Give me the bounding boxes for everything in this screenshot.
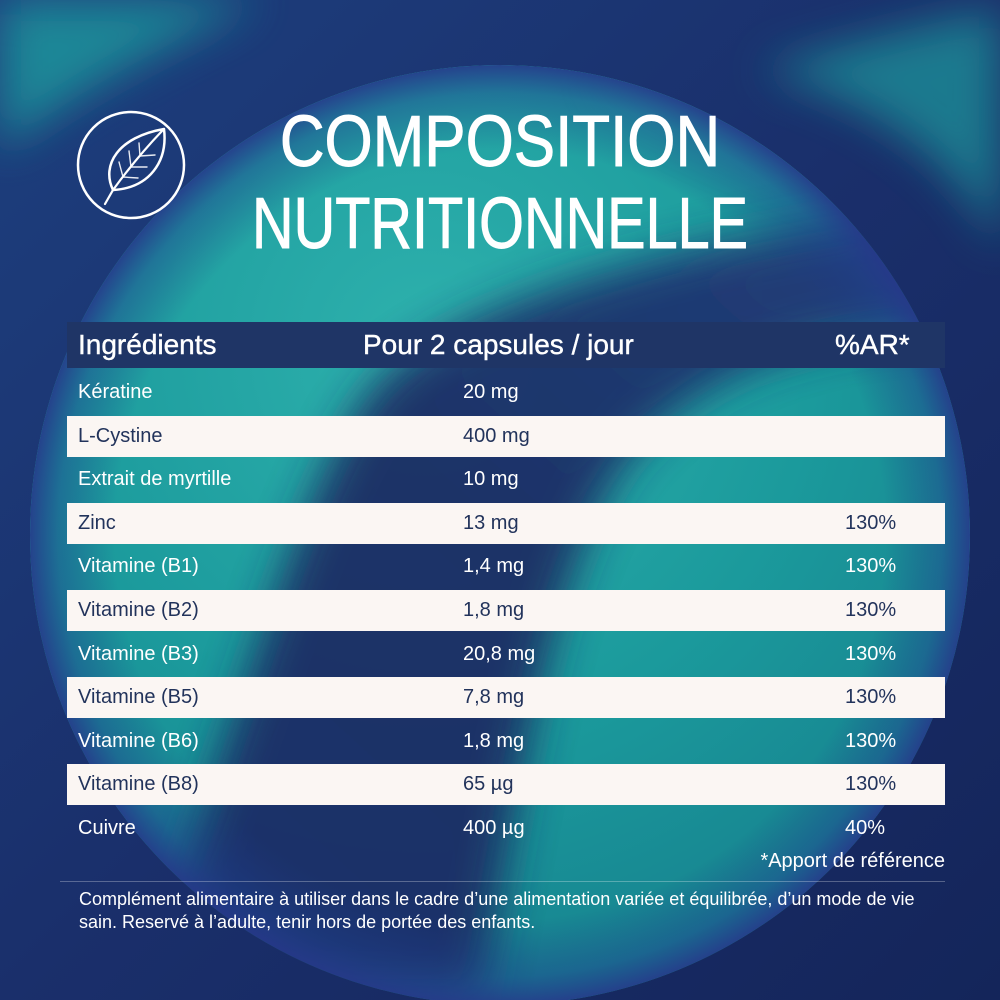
amount-per-day: 10 mg: [463, 468, 519, 491]
amount-per-day: 1,8 mg: [463, 729, 525, 752]
table-header: Ingrédients Pour 2 capsules / jour %AR*: [67, 322, 945, 368]
ingredient-name: Vitamine (B2): [78, 598, 199, 621]
ingredient-name: Vitamine (B8): [78, 773, 199, 796]
reference-intake-percent: 130%: [845, 686, 897, 709]
table-row: Vitamine (B2) 1,8 mg 130%: [67, 589, 945, 631]
title-text: NUTRITIONNELLE: [251, 184, 749, 264]
amount-per-day: 65 µg: [463, 773, 514, 796]
disclaimer-text: Complément alimentaire à utiliser dans l…: [79, 889, 915, 932]
amount-per-day: 20,8 mg: [463, 642, 536, 665]
ingredient-name: Vitamine (B1): [78, 555, 199, 578]
column-header-amount: Pour 2 capsules / jour: [363, 329, 634, 360]
reference-intake-percent: 130%: [845, 729, 897, 752]
amount-per-day: 7,8 mg: [463, 686, 525, 709]
ingredient-name: Extrait de myrtille: [78, 468, 232, 491]
ingredient-name: Kératine: [78, 381, 153, 403]
ingredient-name: Vitamine (B6): [78, 729, 199, 752]
column-header-reference-intake: %AR*: [835, 329, 910, 360]
amount-per-day: 400 µg: [463, 816, 525, 839]
table-row: Cuivre 400 µg 40%: [67, 808, 945, 849]
page-title-line-1: COMPOSITION: [0, 102, 1000, 182]
leaf-icon: [76, 110, 186, 220]
reference-intake-percent: 130%: [845, 555, 897, 578]
table-row: Vitamine (B1) 1,4 mg 130%: [67, 546, 945, 587]
table-row: Vitamine (B8) 65 µg 130%: [67, 764, 945, 806]
amount-per-day: 13 mg: [463, 511, 519, 534]
table-row: Vitamine (B6) 1,8 mg 130%: [67, 721, 945, 762]
table-row: Vitamine (B5) 7,8 mg 130%: [67, 677, 945, 719]
table-row: Vitamine (B3) 20,8 mg 130%: [67, 634, 945, 675]
ingredient-name: Zinc: [78, 511, 116, 534]
ingredient-name: Cuivre: [78, 816, 136, 839]
reference-intake-percent: 130%: [845, 598, 897, 621]
table-body: Kératine 20 mg L-Cystine 400 mg Extrait …: [67, 372, 945, 852]
reference-intake-percent: 40%: [845, 816, 886, 839]
ingredient-name: Vitamine (B5): [78, 686, 199, 709]
table-row: Kératine 20 mg: [67, 372, 945, 413]
title-text: COMPOSITION: [279, 102, 721, 182]
divider: [60, 881, 945, 882]
ingredient-name: L-Cystine: [78, 424, 163, 447]
page-title-line-2: NUTRITIONNELLE: [0, 184, 1000, 264]
ingredient-name: Vitamine (B3): [78, 642, 199, 665]
table-row: Extrait de myrtille 10 mg: [67, 459, 945, 500]
reference-intake-percent: 130%: [845, 773, 897, 796]
reference-intake-footnote: *Apport de référence: [760, 850, 945, 872]
amount-per-day: 20 mg: [463, 381, 519, 403]
table-row: Zinc 13 mg 130%: [67, 502, 945, 544]
amount-per-day: 1,4 mg: [463, 555, 525, 578]
reference-intake-percent: 130%: [845, 642, 897, 665]
nutrition-table: Ingrédients Pour 2 capsules / jour %AR* …: [67, 322, 945, 854]
table-row: L-Cystine 400 mg: [67, 415, 945, 457]
amount-per-day: 400 mg: [463, 424, 530, 447]
amount-per-day: 1,8 mg: [463, 598, 525, 621]
column-header-ingredients: Ingrédients: [78, 329, 217, 360]
reference-intake-percent: 130%: [845, 511, 897, 534]
